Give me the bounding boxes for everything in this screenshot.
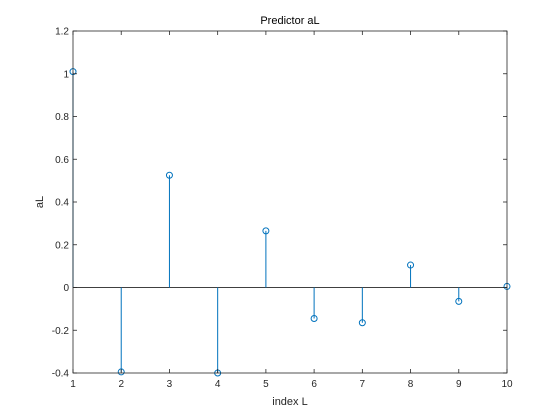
x-tick-label: 7 bbox=[360, 379, 366, 390]
y-tick-label: 1.2 bbox=[55, 27, 69, 38]
y-tick-label: 0.2 bbox=[55, 240, 69, 251]
y-tick-label: -0.4 bbox=[52, 369, 70, 380]
x-axis: 1 2 3 4 5 6 7 8 9 10 bbox=[70, 31, 513, 390]
x-axis-label: index L bbox=[272, 396, 307, 408]
stem-marker bbox=[117, 368, 125, 376]
stem-marker bbox=[407, 261, 415, 269]
x-tick-label: 10 bbox=[501, 379, 513, 390]
x-tick-label: 8 bbox=[408, 379, 414, 390]
y-tick-label: 0.4 bbox=[55, 198, 69, 209]
x-tick-label: 5 bbox=[263, 379, 269, 390]
x-tick-label: 2 bbox=[118, 379, 124, 390]
y-tick-label: 0.6 bbox=[55, 155, 69, 166]
y-tick-label: -0.2 bbox=[52, 326, 70, 337]
y-tick-label: 0.8 bbox=[55, 112, 69, 123]
y-tick-label: 1 bbox=[63, 69, 69, 80]
x-tick-label: 9 bbox=[456, 379, 462, 390]
x-tick-label: 6 bbox=[311, 379, 317, 390]
stem-marker bbox=[165, 171, 173, 179]
x-tick-label: 4 bbox=[215, 379, 221, 390]
stem-marker bbox=[455, 297, 463, 305]
x-tick-label: 1 bbox=[70, 379, 76, 390]
y-axis: -0.4 -0.2 0 0.2 0.4 0.6 0.8 1 1.2 bbox=[52, 27, 507, 380]
plot-background bbox=[73, 31, 507, 373]
chart-title: Predictor aL bbox=[260, 15, 319, 27]
y-tick-label: 0 bbox=[63, 283, 69, 294]
stem-marker bbox=[262, 227, 270, 235]
x-tick-label: 3 bbox=[167, 379, 173, 390]
stem-marker bbox=[358, 319, 366, 327]
stem-marker bbox=[310, 314, 318, 322]
y-axis-label: aL bbox=[34, 196, 46, 208]
